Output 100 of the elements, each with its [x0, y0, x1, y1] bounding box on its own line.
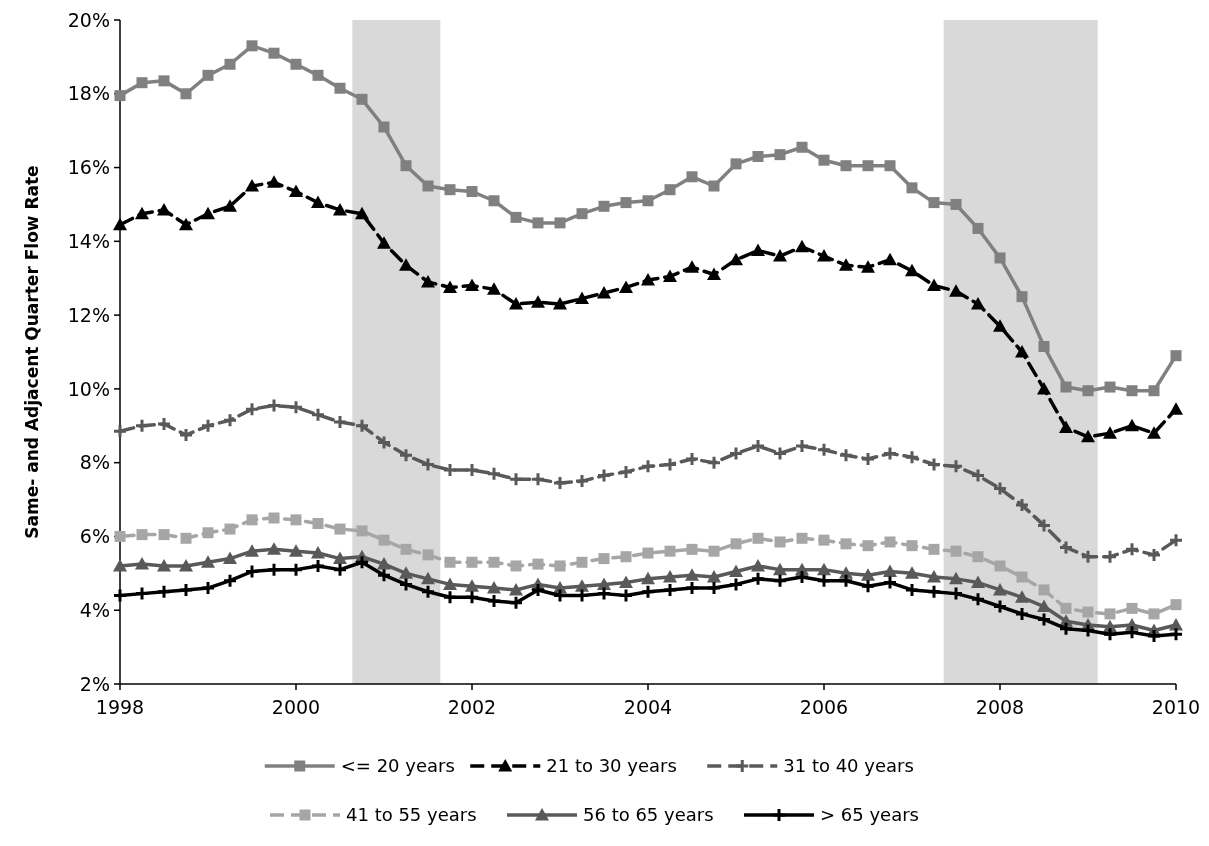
point [972, 222, 984, 234]
y-tick-label: 16% [67, 156, 110, 179]
point [640, 458, 656, 474]
point [795, 239, 809, 253]
point [422, 549, 434, 561]
point [1168, 626, 1184, 642]
point [444, 184, 456, 196]
point [202, 527, 214, 539]
point [662, 457, 678, 473]
point [730, 538, 742, 550]
point [356, 525, 368, 537]
point [465, 278, 479, 292]
point [312, 518, 324, 530]
point [994, 252, 1006, 264]
point [906, 182, 918, 194]
point [244, 563, 260, 579]
point [442, 589, 458, 605]
point [486, 593, 502, 609]
point [838, 447, 854, 463]
point [620, 551, 632, 563]
point [774, 149, 786, 161]
point [818, 154, 830, 166]
point [817, 562, 831, 576]
x-tick-label: 2006 [799, 696, 849, 718]
point [773, 562, 787, 576]
point [179, 558, 193, 572]
point [862, 160, 874, 172]
x-tick-label: 2010 [1151, 696, 1201, 718]
point [136, 529, 148, 541]
point [399, 566, 413, 579]
y-tick-label: 10% [67, 377, 110, 400]
point [860, 578, 876, 594]
x-tick-label: 2008 [975, 696, 1025, 718]
point [641, 571, 655, 585]
point [179, 217, 193, 231]
point [334, 523, 346, 535]
x-tick-label: 1998 [95, 696, 145, 718]
point [1058, 540, 1074, 556]
point [861, 260, 875, 273]
point [113, 217, 127, 231]
point [970, 591, 986, 607]
point [1124, 541, 1140, 557]
point [114, 530, 126, 542]
point [882, 445, 898, 461]
point [112, 587, 128, 603]
point [729, 252, 743, 266]
point [420, 457, 436, 473]
point [950, 198, 962, 210]
point [818, 534, 830, 546]
point [113, 558, 127, 572]
point [1103, 426, 1117, 439]
point [510, 560, 522, 572]
point [904, 582, 920, 598]
point [904, 449, 920, 465]
point [178, 582, 194, 598]
point [574, 473, 590, 489]
point [1170, 599, 1182, 611]
point [575, 579, 589, 592]
point [1148, 608, 1160, 620]
point [927, 570, 941, 583]
point [465, 579, 479, 592]
point [796, 141, 808, 153]
point [619, 575, 633, 589]
point [180, 532, 192, 544]
point [1102, 549, 1118, 565]
point [354, 418, 370, 434]
point [905, 263, 919, 277]
point [245, 179, 259, 192]
point [245, 544, 259, 557]
point [1038, 584, 1050, 596]
point [926, 584, 942, 600]
point [596, 586, 612, 602]
y-tick-label: 18% [67, 82, 110, 105]
point [1102, 626, 1118, 642]
point [838, 573, 854, 589]
point [421, 571, 435, 585]
point [332, 562, 348, 578]
point [1146, 628, 1162, 644]
point [378, 534, 390, 546]
point [157, 558, 171, 572]
point [928, 197, 940, 209]
point [706, 580, 722, 596]
point [466, 186, 478, 198]
point [114, 90, 126, 102]
point [1058, 621, 1074, 637]
point [706, 455, 722, 471]
point [772, 573, 788, 589]
point [267, 542, 281, 555]
point [510, 211, 522, 223]
point [884, 536, 896, 548]
point [708, 180, 720, 192]
point [1037, 381, 1051, 395]
point [400, 160, 412, 172]
point [488, 195, 500, 207]
point [816, 442, 832, 458]
point [663, 570, 677, 583]
point [1060, 602, 1072, 614]
point [135, 557, 149, 570]
point [1126, 602, 1138, 614]
point [420, 584, 436, 600]
